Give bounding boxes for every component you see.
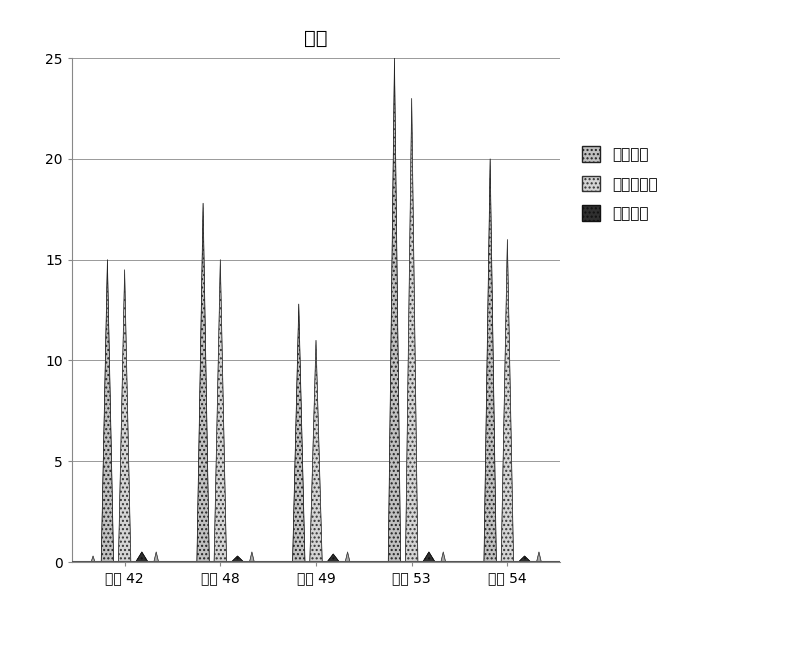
Polygon shape [422,552,435,562]
Polygon shape [441,552,446,562]
Polygon shape [406,98,418,562]
Polygon shape [406,98,418,562]
Polygon shape [501,240,514,562]
Polygon shape [136,552,148,562]
Polygon shape [154,552,158,562]
Polygon shape [214,260,226,562]
Polygon shape [537,552,542,562]
Polygon shape [484,159,496,562]
Polygon shape [501,240,514,562]
Polygon shape [310,340,322,562]
Polygon shape [101,260,114,562]
Polygon shape [91,556,95,562]
Polygon shape [118,270,131,562]
Polygon shape [345,552,350,562]
Polygon shape [154,552,158,562]
Polygon shape [214,260,226,562]
Polygon shape [118,270,131,562]
Polygon shape [91,556,95,562]
Polygon shape [327,554,339,562]
Polygon shape [310,340,322,562]
Polygon shape [388,58,401,562]
Polygon shape [422,552,435,562]
Polygon shape [293,304,305,562]
Polygon shape [250,552,254,562]
Polygon shape [197,203,210,562]
Polygon shape [441,552,446,562]
Polygon shape [484,159,496,562]
Polygon shape [231,556,244,562]
Legend: 总的寡糖, 岩藻糖基化, 唾液酸化: 总的寡糖, 岩藻糖基化, 唾液酸化 [578,141,662,226]
Polygon shape [518,556,531,562]
Polygon shape [537,552,542,562]
Title: 汇总: 汇总 [304,29,328,48]
Polygon shape [231,556,244,562]
Polygon shape [518,556,531,562]
Polygon shape [327,554,339,562]
Polygon shape [388,58,401,562]
Polygon shape [293,304,305,562]
Polygon shape [197,203,210,562]
Polygon shape [250,552,254,562]
Polygon shape [101,260,114,562]
Polygon shape [136,552,148,562]
Polygon shape [345,552,350,562]
